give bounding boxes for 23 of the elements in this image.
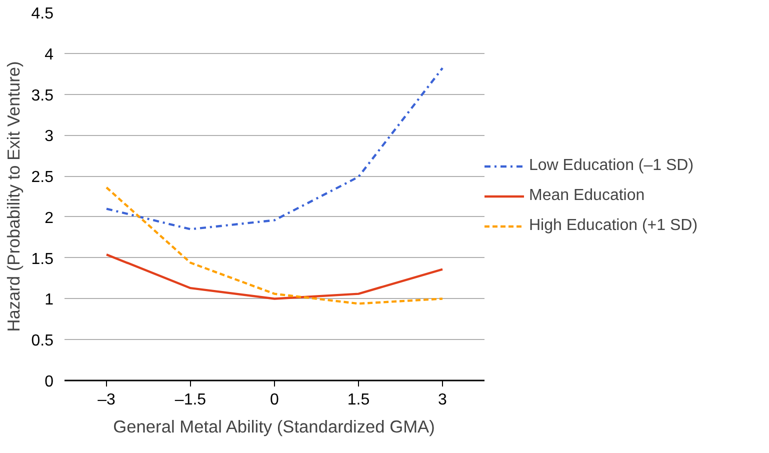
legend-label: Low Education (–1 SD) bbox=[529, 157, 694, 175]
x-tick-label: 3 bbox=[438, 392, 448, 408]
y-tick-label: 1 bbox=[44, 292, 54, 309]
y-tick-label: 0 bbox=[44, 374, 54, 390]
y-tick-label: 3 bbox=[44, 128, 54, 146]
line-series bbox=[105, 186, 444, 305]
line-series bbox=[105, 253, 444, 300]
y-tick-label: 3.5 bbox=[31, 87, 54, 104]
x-tick-label: –1.5 bbox=[174, 392, 206, 408]
x-tick-label: 1.5 bbox=[347, 392, 370, 408]
legend-label: High Education (+1 SD) bbox=[529, 217, 698, 235]
y-tick-label: 2 bbox=[44, 210, 54, 227]
y-tick-label: 2.5 bbox=[31, 169, 54, 186]
line-series bbox=[105, 67, 444, 230]
y-tick-label: 4.5 bbox=[31, 6, 54, 22]
y-tick-label: 1.5 bbox=[31, 250, 54, 268]
y-axis-title: Hazard (Probability to Exit Venture) bbox=[3, 61, 24, 332]
y-tick-label: 4 bbox=[44, 46, 54, 64]
x-axis-title: General Metal Ability (Standardized GMA) bbox=[113, 416, 435, 436]
x-tick-label: –3 bbox=[98, 392, 116, 408]
y-tick-label: 0.5 bbox=[31, 332, 54, 350]
legend-label: Mean Education bbox=[529, 187, 645, 205]
x-tick-label: 0 bbox=[270, 392, 280, 408]
